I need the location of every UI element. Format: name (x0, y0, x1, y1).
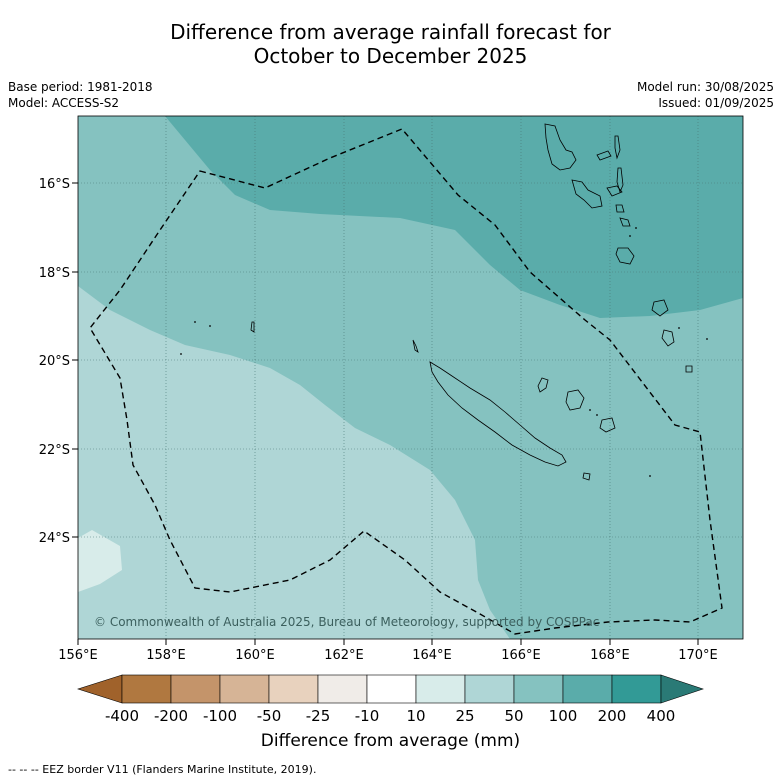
malekula-island (571, 179, 603, 209)
ouvea-island (537, 377, 549, 393)
band-100-200 (165, 116, 743, 318)
colorbar-tick-label: -10 (355, 707, 380, 725)
lat-label: 22°S (39, 443, 70, 458)
lat-label: 18°S (39, 266, 70, 281)
mare-island (599, 417, 616, 433)
lat-axis: 16°S 18°S 20°S 22°S 24°S (39, 177, 78, 546)
lon-label: 164°E (412, 648, 452, 663)
colorbar-segment (317, 674, 368, 704)
lon-label: 168°E (590, 648, 630, 663)
colorbar-extend-high (660, 674, 704, 704)
eez-legend: -- -- -- EEZ border V11 (Flanders Marine… (8, 763, 317, 776)
copyright-text: © Commonwealth of Australia 2025, Bureau… (94, 615, 599, 629)
lon-label: 158°E (146, 648, 186, 663)
colorbar-tick-label: 25 (455, 707, 474, 725)
belep-islands (412, 339, 419, 353)
colorbar-tick-label: 10 (406, 707, 425, 725)
eez-border (89, 128, 723, 635)
colorbar-segment (366, 674, 417, 704)
colorbar-segment (415, 674, 466, 704)
lon-label: 166°E (501, 648, 541, 663)
lat-label: 20°S (39, 354, 70, 369)
title-line-1: Difference from average rainfall forecas… (170, 20, 611, 44)
lon-label: 160°E (235, 648, 275, 663)
colorbar: -400 -200 -100 -50 -25 -10 10 25 50 100 200 400 (77, 674, 704, 725)
colorbar-extend-low (77, 674, 123, 704)
colorbar-tick-label: -50 (257, 707, 282, 725)
lon-axis: 156°E 158°E 160°E 162°E 164°E 166°E 168°… (58, 639, 718, 663)
colorbar-segment (170, 674, 221, 704)
colorbar-tick-label: 100 (549, 707, 578, 725)
colorbar-segment (121, 674, 172, 704)
epi-island (615, 204, 625, 213)
colorbar-tick-label: 50 (504, 707, 523, 725)
colorbar-tick-label: 400 (647, 707, 676, 725)
colorbar-segment (464, 674, 515, 704)
lifou-island (565, 389, 585, 411)
lon-label: 170°E (678, 648, 718, 663)
lon-label: 162°E (324, 648, 364, 663)
lon-label: 156°E (58, 648, 98, 663)
tanna-island (661, 329, 675, 347)
gridlines (78, 116, 743, 639)
colorbar-segment (268, 674, 319, 704)
colorbar-tick-label: 200 (598, 707, 627, 725)
chesterfield-islands (250, 321, 255, 333)
model-name: Model: ACCESS-S2 (8, 96, 120, 110)
lat-label: 16°S (39, 177, 70, 192)
shepherd-islands (619, 217, 631, 227)
maewo-island (614, 135, 621, 160)
band-10-25 (78, 530, 122, 592)
colorbar-segment (219, 674, 270, 704)
colorbar-tick-label: -25 (306, 707, 331, 725)
colorbar-segment (513, 674, 564, 704)
rainfall-field (78, 116, 743, 639)
colorbar-segment (611, 674, 662, 704)
efate-island (615, 247, 635, 265)
coastlines (250, 123, 693, 481)
new-caledonia-island (429, 361, 567, 467)
ambae-island (596, 150, 612, 161)
colorbar-tick-label: -100 (203, 707, 237, 725)
erromango-island (651, 299, 669, 317)
colorbar-tick-label: -400 (105, 707, 139, 725)
isle-of-pines (582, 472, 591, 481)
aneityum-island (685, 365, 693, 373)
lat-label: 24°S (39, 531, 70, 546)
colorbar-label: Difference from average (mm) (260, 731, 521, 751)
base-period: Base period: 1981-2018 (8, 80, 153, 94)
colorbar-segment (562, 674, 613, 704)
espiritu-santo-island (544, 123, 577, 171)
issued-date: Issued: 01/09/2025 (658, 96, 774, 110)
title-line-2: October to December 2025 (253, 44, 528, 68)
ambrym-island (606, 185, 623, 197)
pentecost-island (616, 167, 624, 194)
colorbar-tick-label: -200 (154, 707, 188, 725)
band-25-50 (78, 286, 510, 639)
map-frame (77, 115, 744, 640)
small-islets (180, 227, 708, 477)
model-run: Model run: 30/08/2025 (636, 80, 774, 94)
